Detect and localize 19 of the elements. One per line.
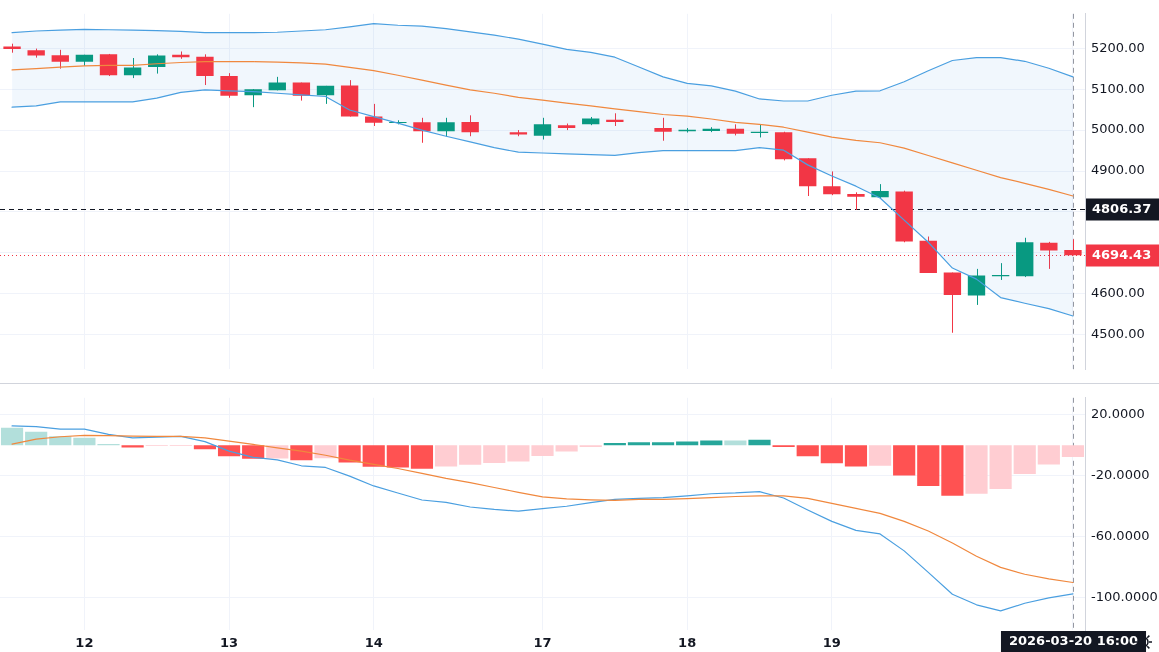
y-tick-label: -20.0000	[1091, 467, 1150, 483]
x-tick-label: 17	[533, 635, 552, 651]
ref-line-label: 4806.37	[1092, 200, 1152, 216]
y-tick-label: 5200.00	[1091, 39, 1145, 55]
x-tick-label: 2026-03-20 16:00	[1008, 633, 1139, 649]
y-tick-label: -60.0000	[1091, 528, 1150, 544]
y-tick-label: 20.0000	[1091, 405, 1145, 421]
x-tick-label: 14	[364, 635, 383, 651]
x-tick-label: 18	[678, 635, 697, 651]
y-tick-label: 5000.00	[1091, 121, 1145, 137]
x-tick-label: 12	[75, 635, 94, 651]
y-tick-label: 5100.00	[1091, 80, 1145, 96]
ref-line-label: 4694.43	[1092, 246, 1152, 262]
y-tick-label: 4500.00	[1091, 326, 1145, 342]
y-tick-label: 4600.00	[1091, 285, 1145, 301]
y-tick-label: -100.0000	[1091, 589, 1158, 605]
x-tick-label: 13	[220, 635, 239, 651]
y-tick-label: 4900.00	[1091, 162, 1145, 178]
x-tick-label: 19	[822, 635, 841, 651]
